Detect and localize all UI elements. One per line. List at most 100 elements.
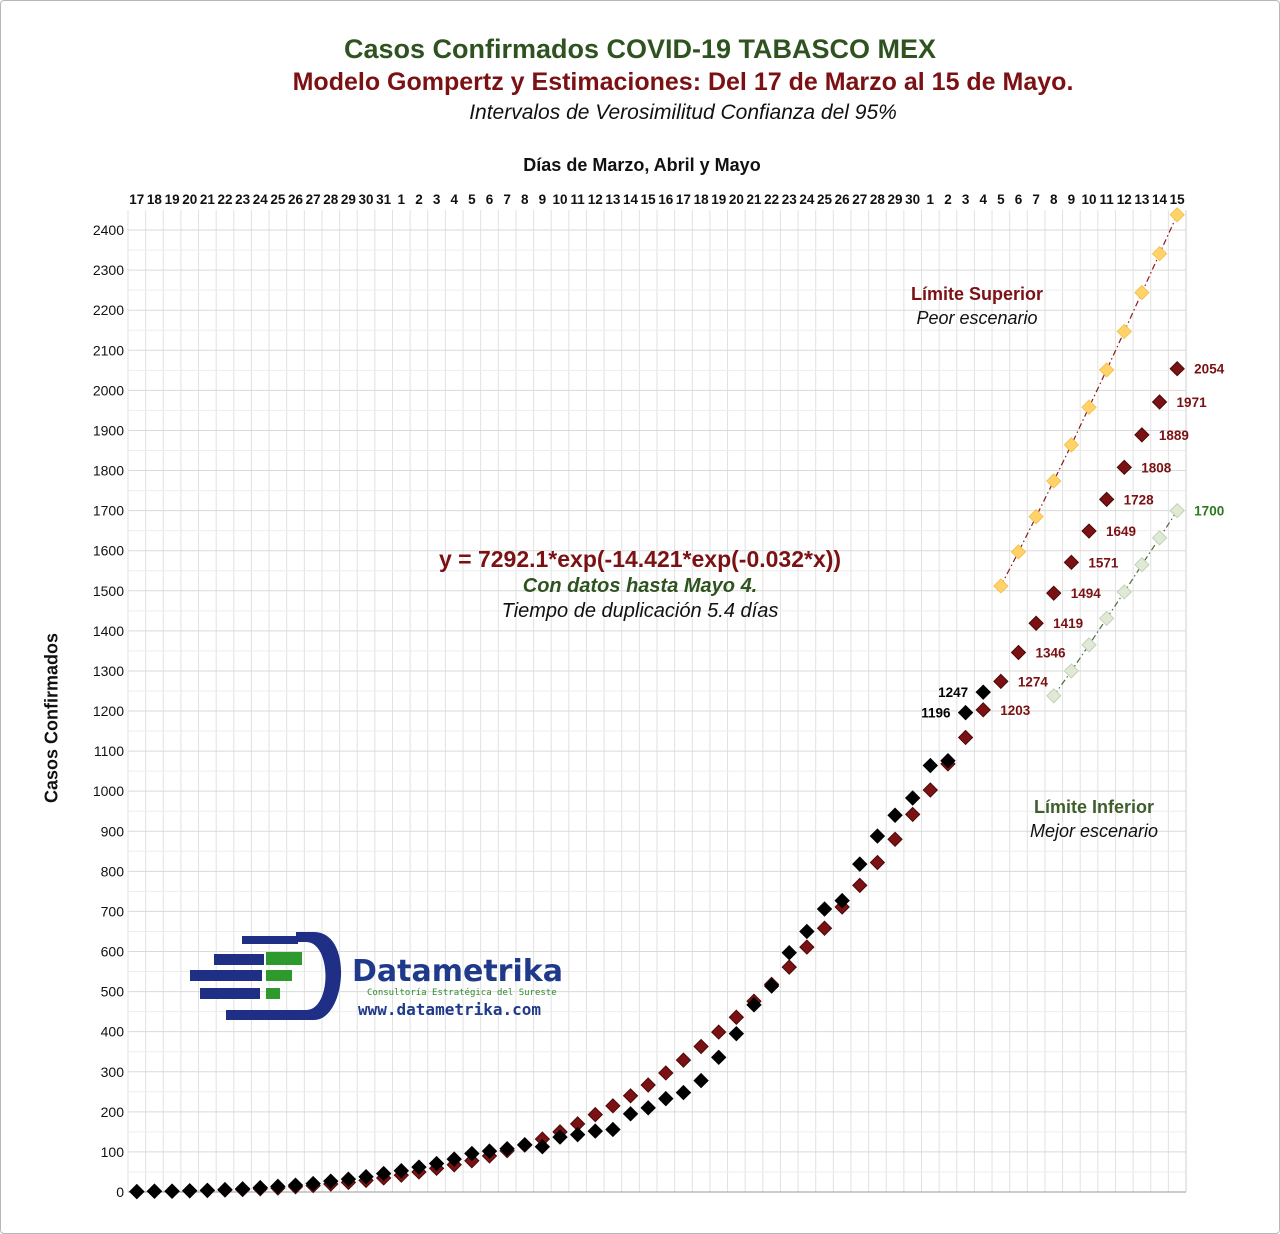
data-point [481, 1143, 498, 1159]
data-point [358, 1169, 374, 1185]
x-tick-label: 10 [1082, 192, 1097, 207]
chart-subtitle: Modelo Gompertz y Estimaciones: Del 17 d… [292, 68, 1074, 96]
data-point [869, 854, 886, 871]
data-point [517, 1136, 533, 1153]
data-point [340, 1171, 357, 1187]
x-tick-label: 6 [486, 192, 494, 207]
x-tick-label: 21 [746, 192, 762, 207]
data-point [199, 1182, 216, 1199]
y-tick-label: 1900 [93, 422, 124, 438]
x-tick-label: 11 [1100, 192, 1115, 207]
data-label: 1196 [921, 706, 951, 721]
x-tick-label: 21 [200, 192, 216, 207]
doubling-time-note: Tiempo de duplicación 5.4 días [501, 600, 779, 622]
x-tick-label: 26 [835, 192, 851, 207]
data-label: 1649 [1106, 524, 1136, 539]
y-tick-label: 1700 [93, 503, 124, 519]
data-point [852, 856, 868, 872]
data-point [182, 1183, 198, 1199]
series-2-markers [993, 207, 1185, 594]
y-tick-label: 100 [101, 1144, 125, 1160]
data-label: 1808 [1141, 460, 1172, 475]
series-3-markers [1046, 502, 1185, 704]
data-point [287, 1177, 304, 1193]
x-tick-label: 2 [415, 192, 423, 207]
y-tick-label: 2000 [93, 382, 124, 398]
data-label: 1728 [1124, 492, 1155, 507]
data-label: 1889 [1159, 428, 1189, 443]
x-tick-label: 24 [253, 192, 269, 207]
logo-tagline: Consultoría Estratégica del Sureste [367, 988, 557, 998]
x-tick-label: 19 [711, 192, 726, 207]
x-tick-label: 9 [1068, 192, 1076, 207]
data-point [763, 978, 780, 994]
data-point [1134, 427, 1150, 443]
data-point [693, 1038, 709, 1055]
data-point [1010, 544, 1027, 560]
data-point [1169, 502, 1185, 519]
data-point [605, 1121, 621, 1138]
x-tick-label: 25 [817, 192, 833, 207]
x-tick-label: 7 [1032, 192, 1040, 207]
x-tick-label: 18 [147, 192, 163, 207]
data-point [1010, 644, 1027, 661]
x-tick-label: 29 [888, 192, 903, 207]
y-tick-label: 1100 [94, 743, 124, 759]
data-point [270, 1178, 286, 1195]
chart-title: Casos Confirmados COVID-19 TABASCO MEX [343, 34, 937, 64]
data-point [1134, 557, 1150, 573]
data-label: 1247 [938, 685, 968, 700]
data-point [957, 729, 974, 746]
x-tick-label: 16 [658, 192, 674, 207]
x-tick-label: 28 [323, 192, 339, 207]
x-tick-label: 1 [927, 192, 935, 207]
data-point [1134, 284, 1150, 301]
x-tick-label: 6 [1015, 192, 1023, 207]
x-tick-label: 20 [729, 192, 744, 207]
y-tick-label: 500 [101, 984, 125, 1000]
x-tick-label: 19 [165, 192, 180, 207]
logo-url: www.datametrika.com [358, 1000, 542, 1019]
data-point [693, 1072, 709, 1089]
x-tick-label: 8 [521, 192, 529, 207]
data-point [499, 1141, 515, 1157]
data-point [993, 673, 1009, 690]
data-point [1046, 585, 1062, 601]
data-point [975, 684, 991, 700]
logo-mark [190, 932, 342, 1020]
x-tick-label: 27 [306, 192, 321, 207]
data-point [640, 1100, 656, 1116]
data-point [675, 1052, 692, 1068]
y-tick-label: 700 [101, 903, 125, 919]
x-tick-label: 15 [641, 192, 657, 207]
data-point [711, 1024, 727, 1040]
data-point [305, 1175, 321, 1192]
y-tick-label: 2200 [93, 302, 124, 318]
data-point [922, 782, 939, 798]
data-point [146, 1183, 163, 1199]
data-label: 1971 [1177, 395, 1208, 410]
data-point [375, 1165, 392, 1182]
y-tick-label: 1200 [93, 703, 124, 719]
data-point [1063, 554, 1080, 571]
upper-limit-title: Límite Superior [910, 284, 1044, 304]
data-point [605, 1098, 621, 1114]
data-point [1098, 362, 1115, 378]
y-tick-label: 400 [101, 1024, 125, 1040]
x-tick-label: 3 [433, 192, 441, 207]
data-point [464, 1145, 480, 1162]
data-point [957, 704, 974, 721]
data-point [129, 1183, 145, 1200]
data-point [252, 1179, 268, 1196]
data-point [975, 702, 991, 718]
x-tick-label: 7 [503, 192, 511, 207]
logo-name: Datametrika [352, 954, 563, 989]
data-label: 1419 [1053, 616, 1083, 631]
x-tick-label: 13 [1134, 192, 1150, 207]
data-point [1151, 245, 1168, 262]
model-equation: y = 7292.1*exp(-14.421*exp(-0.032*x)) [438, 546, 842, 572]
data-label: 1571 [1088, 555, 1119, 570]
y-tick-label: 600 [101, 944, 125, 960]
data-cutoff-note: Con datos hasta Mayo 4. [522, 575, 758, 597]
